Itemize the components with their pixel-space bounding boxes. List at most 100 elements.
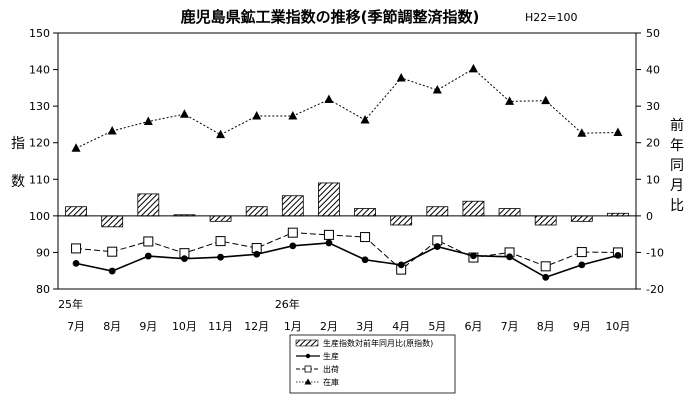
bar [426,206,449,217]
shipment-point [143,236,154,247]
right-tick-label: 10 [646,173,660,186]
shipment-point [540,261,551,272]
plot-frame [57,32,637,290]
inventory-point [468,63,478,73]
right-tick-label: -10 [646,246,664,259]
bar [137,193,160,217]
right-tick-label: -20 [646,283,664,296]
bar [534,215,557,226]
production-line [75,242,619,279]
inventory-point [324,94,334,104]
bar [390,215,413,226]
left-tick-label: 90 [36,246,50,259]
x-tick-label: 9月 [139,320,157,333]
left-axis: 80 90 100 110 120 130 140 150 [29,27,58,296]
inventory-point [432,85,442,94]
x-tick-label: 10月 [172,320,197,333]
svg-text:指: 指 [11,136,25,152]
left-tick-label: 100 [29,210,50,223]
bar [101,215,124,228]
right-tick-label: 0 [646,210,653,223]
inventory-point [107,126,117,135]
x-tick-label: 7月 [501,320,519,333]
shipment-line [76,232,618,271]
year-label: 26年 [275,297,300,311]
shipment-point [215,236,226,247]
legend-item-shipment: 出荷 [296,364,339,374]
production-point [144,252,152,260]
bar [245,206,268,217]
production-point [325,239,333,247]
right-axis-label-char: 比 [670,198,684,214]
x-tick-label: 10月 [605,320,630,333]
right-tick-label: 30 [646,100,660,113]
production-point [433,243,441,250]
inventory-point [143,116,153,126]
inventory-point [360,115,370,124]
legend-production-label: 生産 [323,351,339,361]
x-tick-label: 8月 [103,320,121,333]
right-tick-label: 40 [646,64,660,77]
production-point [181,255,188,263]
production-point [614,251,622,259]
right-axis-label: 前年同月比 [670,117,684,214]
legend-shipment-label: 出荷 [323,364,339,374]
left-tick-label: 140 [29,64,50,77]
x-tick-label: 11月 [208,320,233,333]
x-tick-label: 2月 [320,320,338,333]
left-tick-label: 120 [29,137,50,150]
inventory-line [75,68,618,149]
production-point [361,256,369,264]
production-point [108,267,116,275]
legend-bar-label: 生産指数対前年同月比(原指数) [323,338,433,348]
production-point [72,260,80,267]
x-tick-label: 5月 [428,320,446,333]
shipment-point [323,229,334,240]
left-tick-label: 110 [29,173,50,186]
bar [281,195,304,217]
shipment-point [576,247,587,258]
production-point [217,253,224,261]
right-axis-label-char: 前 [670,117,684,134]
inventory-point [613,127,623,136]
x-tick-label: 12月 [244,320,269,333]
bar [318,182,340,217]
chart-base-note: H22=100 [525,11,577,24]
legend-inventory-marker [304,378,312,385]
inventory-point [71,143,81,152]
inventory-point [505,96,515,105]
shipment-point [287,227,298,238]
right-axis-label-char: 年 [670,138,684,154]
left-tick-label: 130 [29,100,50,113]
x-tick-label: 1月 [284,320,302,333]
inventory-point [179,109,189,118]
inventory-point [396,72,406,82]
right-axis: -20 -10 0 10 20 30 40 50 [636,27,664,296]
line-series [71,63,623,281]
bar [354,208,376,217]
x-tick-label: 8月 [537,320,555,333]
right-axis-label-char: 同 [670,158,684,174]
inventory-point [541,95,551,105]
x-tick-label: 3月 [356,320,374,333]
inventory-point [577,128,587,137]
bar [462,200,485,217]
legend-item-bar: 生産指数対前年同月比(原指数) [295,338,433,348]
production-point [397,261,405,269]
x-tick-label: 6月 [464,320,482,333]
x-tick-label: 9月 [573,320,591,333]
right-tick-label: 50 [646,27,660,40]
legend-inventory-label: 在庫 [323,377,339,387]
production-point [470,252,477,260]
bar [209,215,232,222]
legend: 生産指数対前年同月比(原指数) 生産 出荷 在庫 [289,334,456,394]
x-axis: 7月 8月 9月 10月 11月 12月 1月 2月 3月 4月 5月 6月 7月 8月 9月 10月 25年 2… [58,297,630,333]
right-axis-label-char: 月 [670,178,684,194]
bar [65,206,87,217]
inventory-point [252,111,262,120]
shipment-point [71,243,82,254]
production-point [289,242,297,250]
bar-series [65,182,629,228]
chart-title: 鹿児島県鉱工業指数の推移(季節調整済指数) [181,8,480,26]
